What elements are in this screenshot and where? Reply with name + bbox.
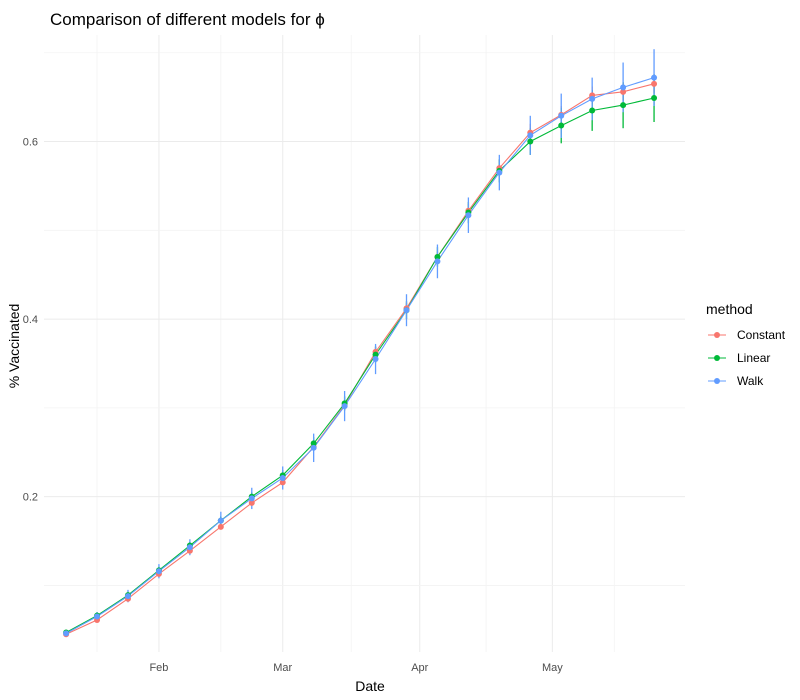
y-tick-label: 0.4 xyxy=(23,314,38,326)
data-point-walk xyxy=(589,95,596,102)
data-point-walk xyxy=(403,307,410,314)
x-tick-label: Apr xyxy=(411,662,428,674)
data-point-linear xyxy=(372,351,379,358)
data-point-constant xyxy=(279,479,286,486)
data-point-walk xyxy=(155,568,162,575)
data-point-constant xyxy=(217,523,224,530)
data-point-constant xyxy=(248,499,255,506)
data-point-linear xyxy=(651,95,658,102)
data-point-walk xyxy=(434,258,441,265)
data-point-walk xyxy=(186,544,193,551)
y-tick-label: 0.6 xyxy=(23,137,38,149)
legend-key-point-constant xyxy=(714,332,720,338)
data-point-walk xyxy=(651,74,658,81)
legend-title: method xyxy=(706,301,753,317)
data-point-linear xyxy=(434,253,441,260)
grid xyxy=(44,35,685,652)
y-tick-label: 0.2 xyxy=(23,492,38,504)
chart-title: Comparison of different models for ϕ xyxy=(50,10,325,29)
data-point-walk xyxy=(527,132,534,139)
data-point-constant xyxy=(651,80,658,87)
data-point-linear xyxy=(527,138,534,145)
data-point-linear xyxy=(589,107,596,114)
data-point-walk xyxy=(94,613,101,620)
data-point-walk xyxy=(248,495,255,502)
x-axis-title: Date xyxy=(355,678,385,694)
x-tick-label: Mar xyxy=(273,662,292,674)
data-point-walk xyxy=(310,444,317,451)
data-point-walk xyxy=(63,630,70,637)
series-lines xyxy=(65,77,655,635)
x-tick-label: Feb xyxy=(149,662,168,674)
data-point-walk xyxy=(279,474,286,481)
data-point-walk xyxy=(341,403,348,410)
data-point-walk xyxy=(372,356,379,363)
data-point-walk xyxy=(217,517,224,524)
data-point-walk xyxy=(558,112,565,119)
data-point-walk xyxy=(465,212,472,219)
y-axis-ticks: 0.2 0.4 0.6 xyxy=(23,137,38,504)
data-point-linear xyxy=(620,102,627,109)
data-point-linear xyxy=(558,122,565,129)
data-point-walk xyxy=(124,593,131,600)
legend-key-point-linear xyxy=(714,355,720,361)
legend-key-point-walk xyxy=(714,378,720,384)
legend-label-linear: Linear xyxy=(737,351,770,365)
y-axis-title: % Vaccinated xyxy=(6,304,22,389)
series-line-linear xyxy=(65,97,655,633)
legend-label-constant: Constant xyxy=(737,328,786,342)
legend: method Constant Linear Walk xyxy=(706,301,786,388)
series-points xyxy=(63,74,658,638)
data-point-constant xyxy=(620,88,627,95)
data-point-walk xyxy=(620,84,627,91)
x-tick-label: May xyxy=(542,662,563,674)
legend-label-walk: Walk xyxy=(737,374,764,388)
data-point-linear xyxy=(310,440,317,447)
series-line-walk xyxy=(65,77,655,634)
data-point-walk xyxy=(496,169,503,176)
x-axis-ticks: Feb Mar Apr May xyxy=(149,662,563,674)
